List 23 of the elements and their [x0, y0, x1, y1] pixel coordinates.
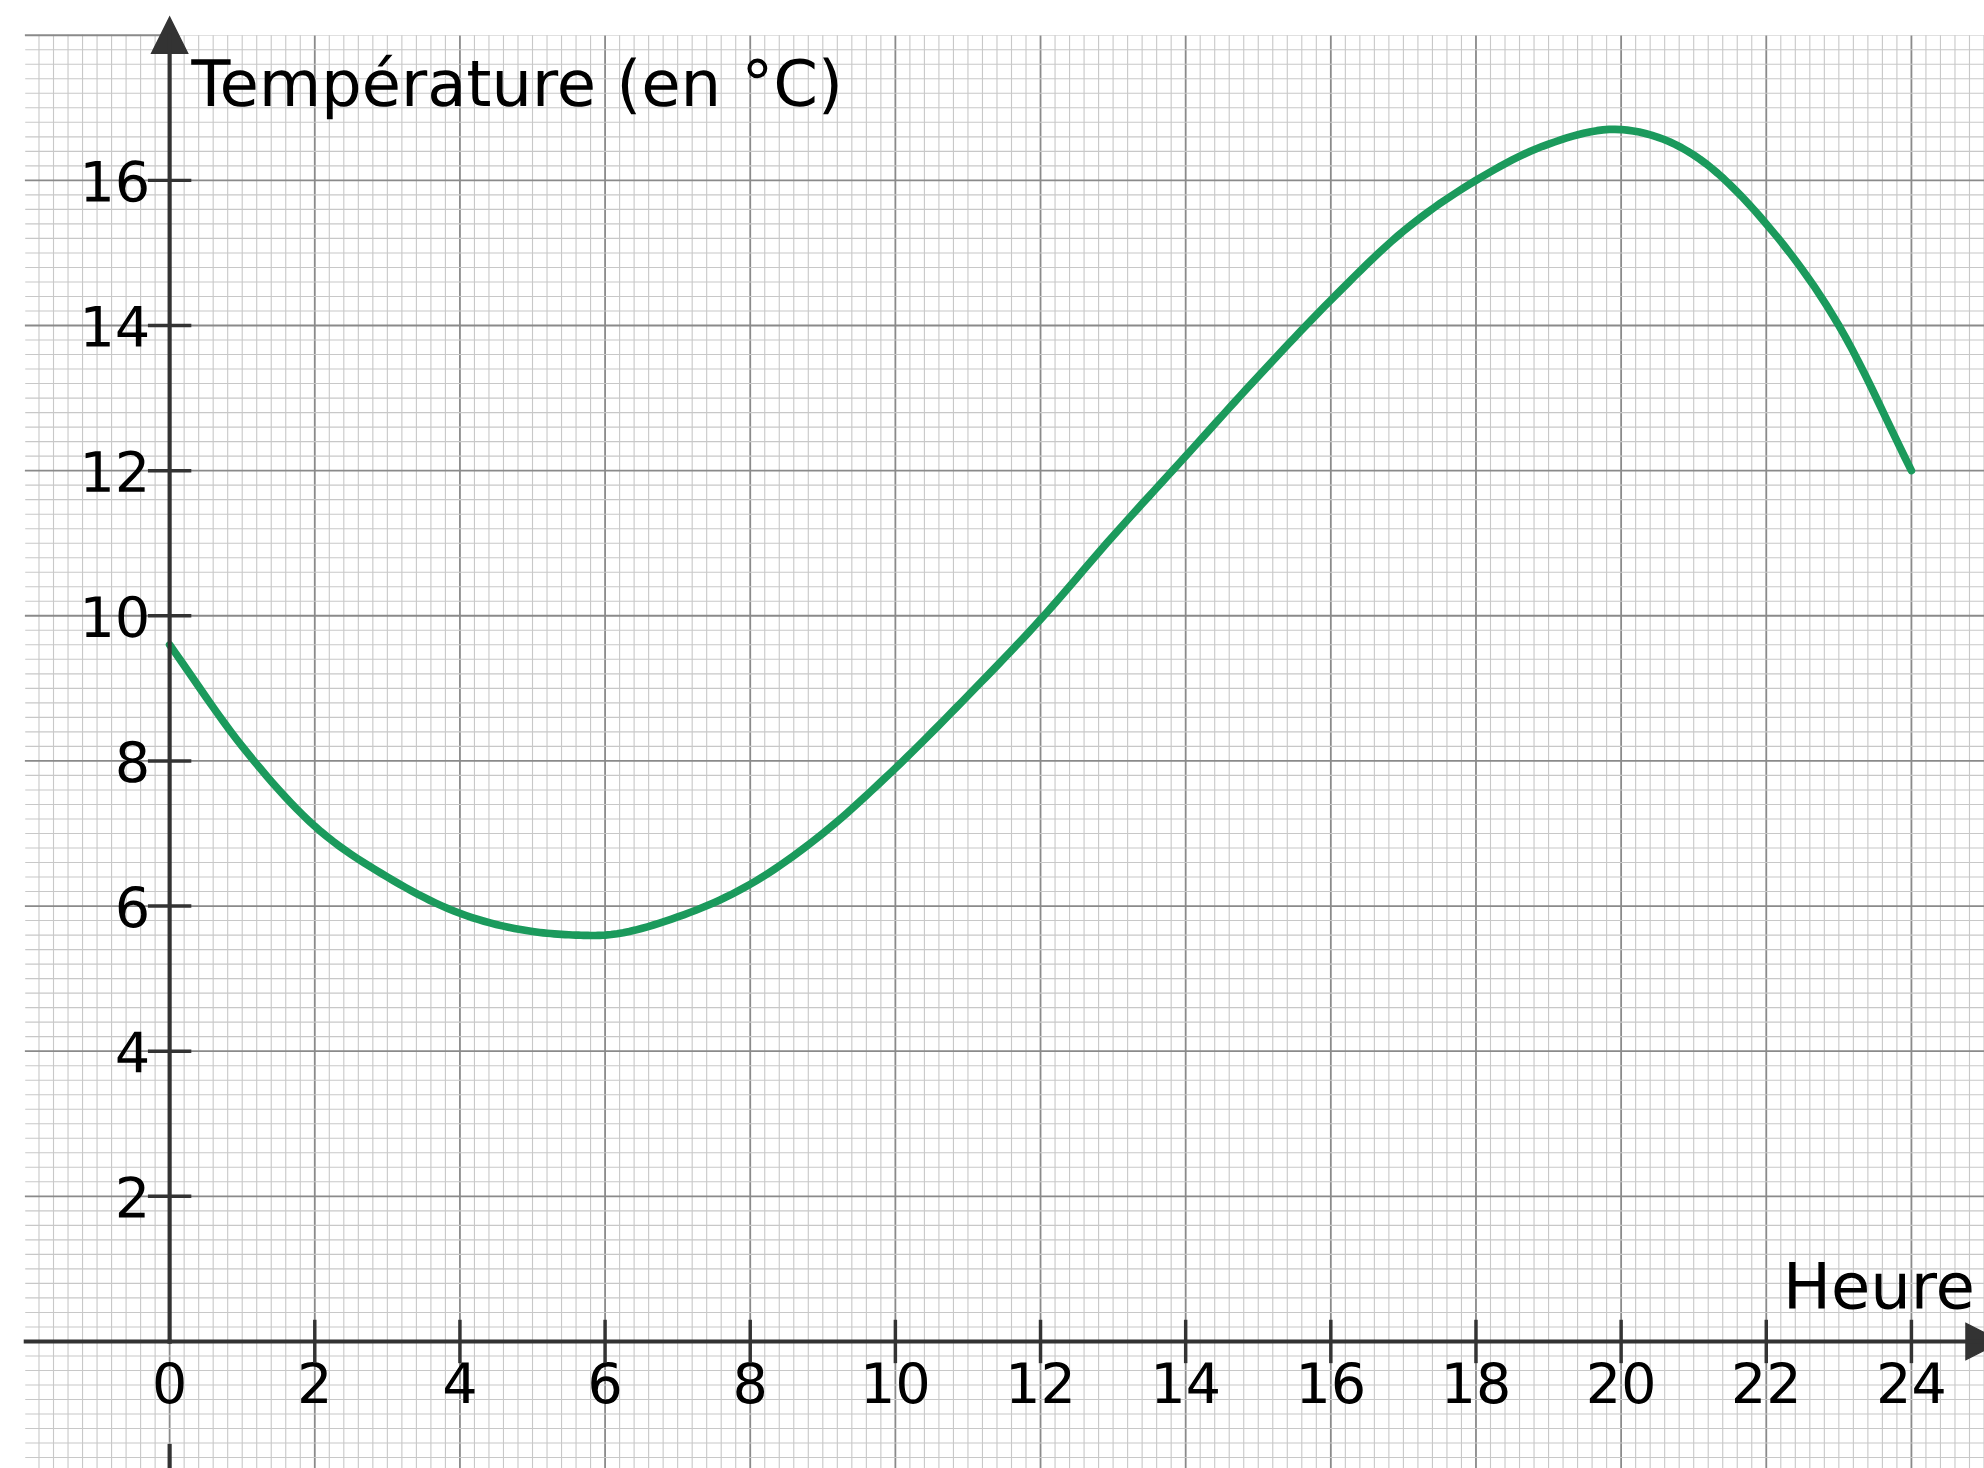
x-tick-label: 24 [1880, 1361, 1944, 1404]
x-tick-label: 2 [301, 1361, 327, 1404]
x-tick-label: 10 [866, 1361, 928, 1404]
x-tick-label: 18 [1446, 1361, 1508, 1404]
x-tick-label: 4 [444, 1362, 475, 1404]
y-tick-label: 16 [85, 160, 147, 203]
y-tick-label: 6 [118, 885, 147, 928]
x-tick-label: 6 [591, 1361, 620, 1404]
y-tick-label: 12 [85, 450, 145, 492]
y-tick-label: 8 [118, 740, 147, 783]
y-axis-title: Température (en °C) [191, 54, 838, 120]
x-axis-title: Heure [1789, 1262, 1972, 1310]
x-tick-label: 0 [155, 1361, 184, 1404]
x-tick-label: 22 [1735, 1361, 1797, 1404]
x-tick-label: 14 [1156, 1362, 1218, 1404]
x-tick-label: 12 [1011, 1361, 1071, 1404]
x-tick-label: 8 [736, 1361, 765, 1404]
y-tick-label: 14 [85, 306, 148, 347]
y-tick-label: 2 [118, 1176, 145, 1218]
y-tick-label: 4 [117, 1031, 148, 1073]
y-tick-label: 10 [85, 595, 147, 638]
x-tick-label: 20 [1589, 1361, 1653, 1404]
x-tick-label: 16 [1301, 1361, 1363, 1404]
